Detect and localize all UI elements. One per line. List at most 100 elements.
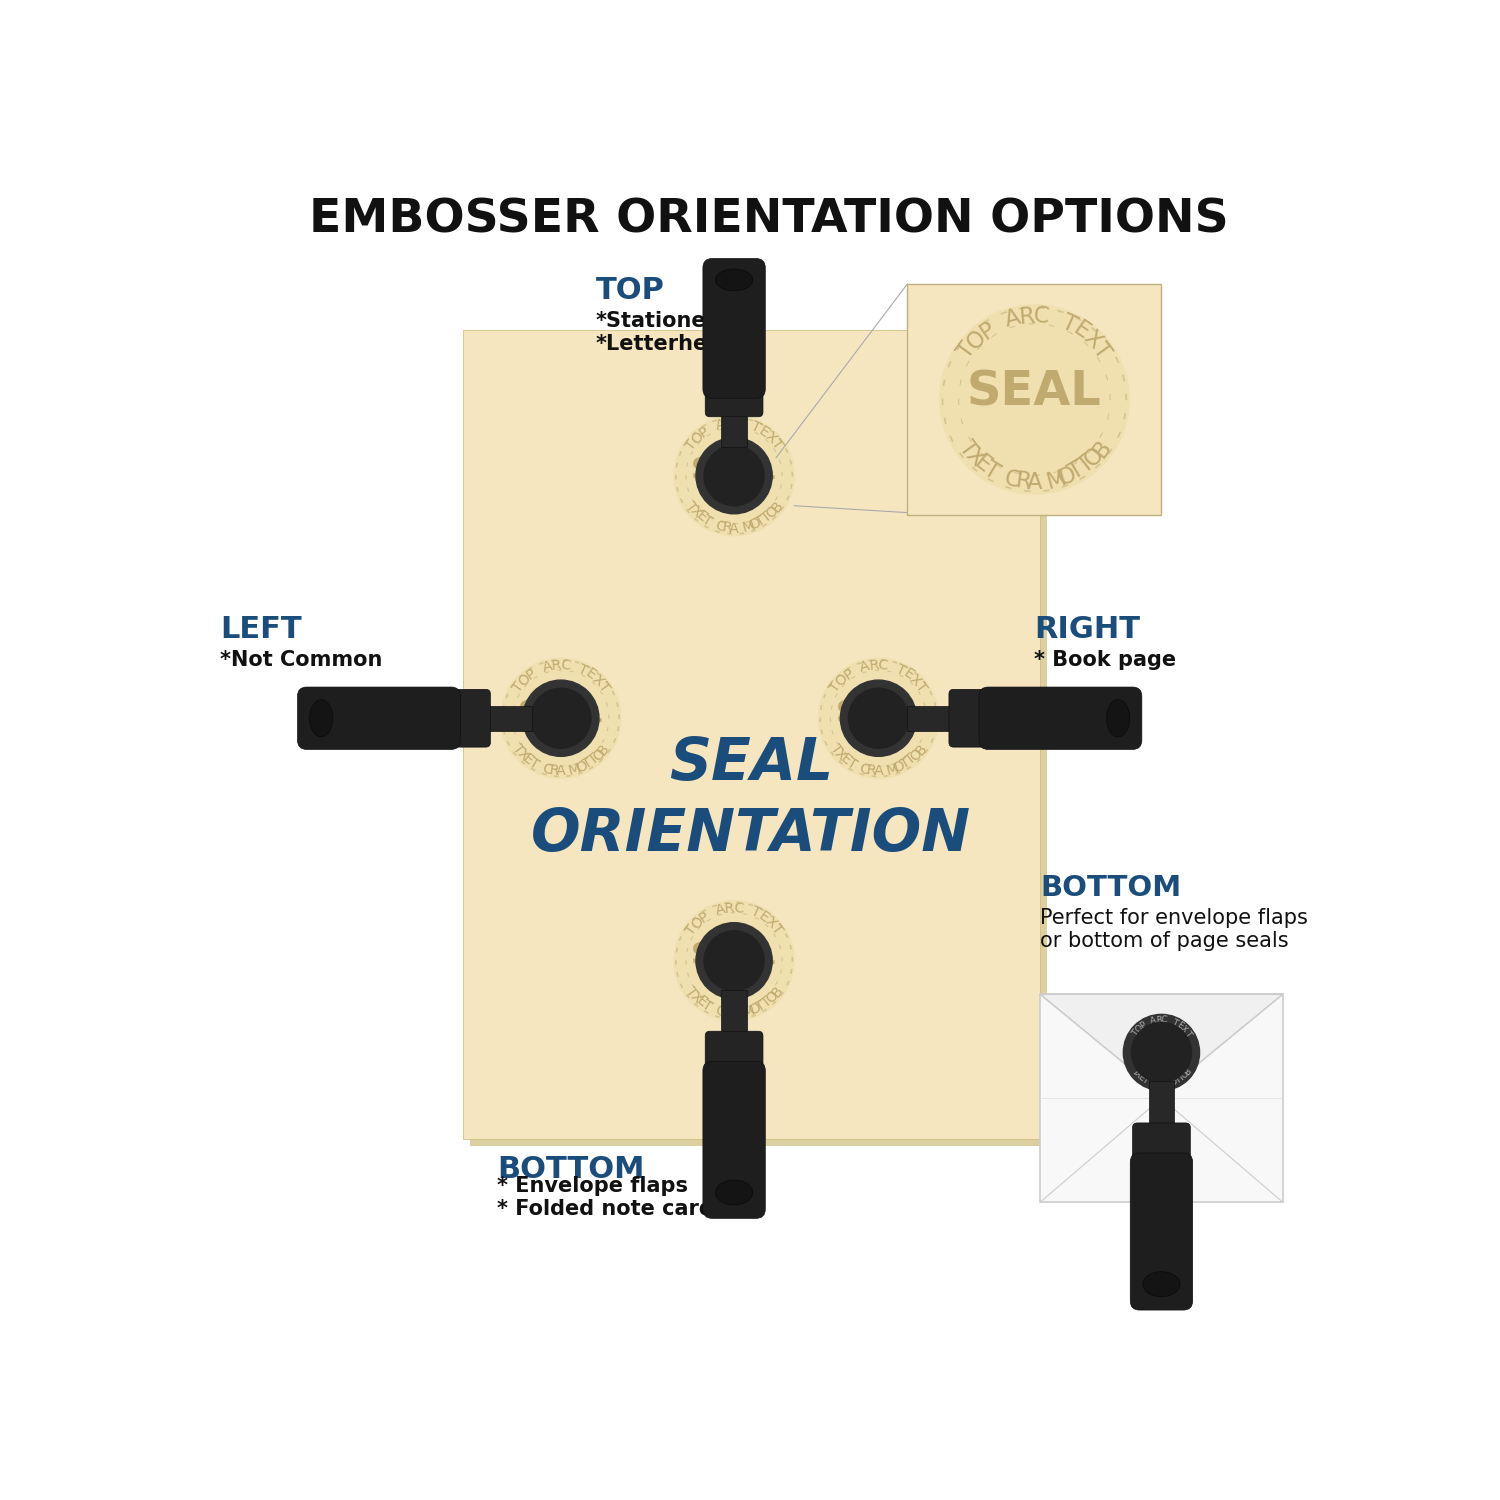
Text: E: E	[900, 666, 916, 682]
FancyBboxPatch shape	[722, 400, 747, 447]
Text: Perfect for envelope flaps
or bottom of page seals: Perfect for envelope flaps or bottom of …	[1040, 908, 1308, 951]
Text: T: T	[844, 756, 859, 772]
Text: E: E	[1174, 1020, 1185, 1031]
Ellipse shape	[309, 699, 333, 736]
Text: P: P	[698, 909, 712, 926]
Text: O: O	[1080, 442, 1108, 471]
Text: A: A	[729, 522, 740, 536]
Text: LEFT: LEFT	[220, 615, 302, 645]
Text: T: T	[914, 680, 930, 694]
FancyBboxPatch shape	[704, 258, 765, 399]
Text: C: C	[1149, 1078, 1156, 1089]
Text: M: M	[567, 760, 582, 777]
Text: EMBOSSER ORIENTATION OPTIONS: EMBOSSER ORIENTATION OPTIONS	[309, 198, 1228, 243]
Text: T: T	[759, 509, 776, 525]
Circle shape	[531, 688, 591, 748]
Text: P: P	[975, 318, 999, 344]
Text: C: C	[1002, 466, 1023, 494]
Text: R: R	[1014, 470, 1032, 495]
Circle shape	[674, 900, 794, 1022]
Text: T: T	[576, 662, 590, 678]
Bar	[470, 338, 1047, 1146]
Text: T: T	[596, 680, 612, 694]
Text: A: A	[1149, 1016, 1158, 1026]
Circle shape	[819, 658, 939, 778]
Circle shape	[704, 930, 764, 992]
Text: E: E	[756, 423, 771, 441]
Text: SEAL
ORIENTATION: SEAL ORIENTATION	[531, 735, 972, 862]
FancyBboxPatch shape	[705, 1030, 764, 1075]
Text: T: T	[754, 998, 768, 1014]
Circle shape	[696, 438, 772, 515]
Text: E: E	[693, 509, 709, 525]
Text: T: T	[748, 420, 764, 436]
Text: A: A	[1158, 1080, 1164, 1089]
Text: SEAL: SEAL	[692, 942, 777, 970]
Text: P: P	[698, 424, 712, 441]
Text: M: M	[885, 760, 900, 777]
Text: X: X	[960, 444, 988, 471]
Circle shape	[840, 680, 916, 756]
Text: C: C	[1032, 304, 1050, 328]
Ellipse shape	[716, 1180, 753, 1204]
Text: O: O	[1132, 1023, 1144, 1035]
Text: T: T	[954, 436, 981, 460]
FancyBboxPatch shape	[980, 687, 1142, 750]
Bar	[1040, 994, 1282, 1202]
Text: T: T	[894, 662, 908, 678]
Text: R: R	[722, 1005, 734, 1022]
Text: B: B	[912, 741, 930, 758]
Text: A: A	[556, 764, 566, 778]
Text: C: C	[734, 900, 744, 915]
Text: BOTTOM: BOTTOM	[1040, 874, 1182, 902]
Text: T: T	[1074, 452, 1100, 478]
Text: E: E	[584, 666, 598, 682]
Text: X: X	[1078, 326, 1106, 354]
Text: RIGHT: RIGHT	[1035, 615, 1140, 645]
Text: X: X	[833, 747, 849, 764]
Text: C: C	[714, 519, 726, 534]
Text: P: P	[524, 666, 538, 682]
Text: * Book page: * Book page	[1035, 650, 1176, 670]
Text: T: T	[954, 338, 981, 363]
Text: A: A	[714, 902, 728, 918]
Text: R: R	[548, 764, 560, 778]
Text: E: E	[1136, 1072, 1146, 1083]
Text: A: A	[542, 658, 554, 675]
Text: SEAL: SEAL	[692, 456, 777, 486]
Text: SEAL: SEAL	[968, 369, 1102, 416]
Text: E: E	[756, 909, 771, 926]
Text: T: T	[699, 998, 714, 1014]
Text: X: X	[514, 747, 531, 764]
Text: T: T	[682, 436, 699, 453]
Text: X: X	[762, 915, 780, 932]
Circle shape	[674, 416, 794, 536]
Text: C: C	[560, 658, 572, 674]
Text: T: T	[682, 922, 699, 938]
Text: T: T	[699, 513, 714, 529]
Text: C: C	[1161, 1016, 1167, 1025]
Text: R: R	[550, 658, 562, 674]
Text: T: T	[526, 756, 542, 772]
FancyBboxPatch shape	[1132, 1124, 1191, 1167]
Text: T: T	[1130, 1029, 1140, 1038]
Text: A: A	[873, 764, 883, 778]
Text: P: P	[842, 666, 856, 682]
Text: T: T	[1173, 1076, 1182, 1086]
Text: M: M	[1044, 466, 1070, 494]
Text: *Not Common: *Not Common	[220, 650, 382, 670]
Text: B: B	[768, 984, 786, 1000]
FancyBboxPatch shape	[705, 374, 764, 417]
Text: R: R	[1019, 304, 1036, 328]
Text: O: O	[747, 516, 764, 532]
Text: T: T	[510, 741, 526, 758]
Text: R: R	[1154, 1080, 1161, 1089]
FancyBboxPatch shape	[486, 705, 532, 730]
Text: * Envelope flaps
* Folded note cards: * Envelope flaps * Folded note cards	[498, 1176, 726, 1219]
Text: T: T	[768, 922, 784, 938]
FancyBboxPatch shape	[950, 690, 993, 747]
Text: R: R	[722, 520, 734, 536]
Text: R: R	[1155, 1016, 1162, 1025]
Text: T: T	[682, 984, 699, 999]
FancyBboxPatch shape	[447, 690, 491, 747]
